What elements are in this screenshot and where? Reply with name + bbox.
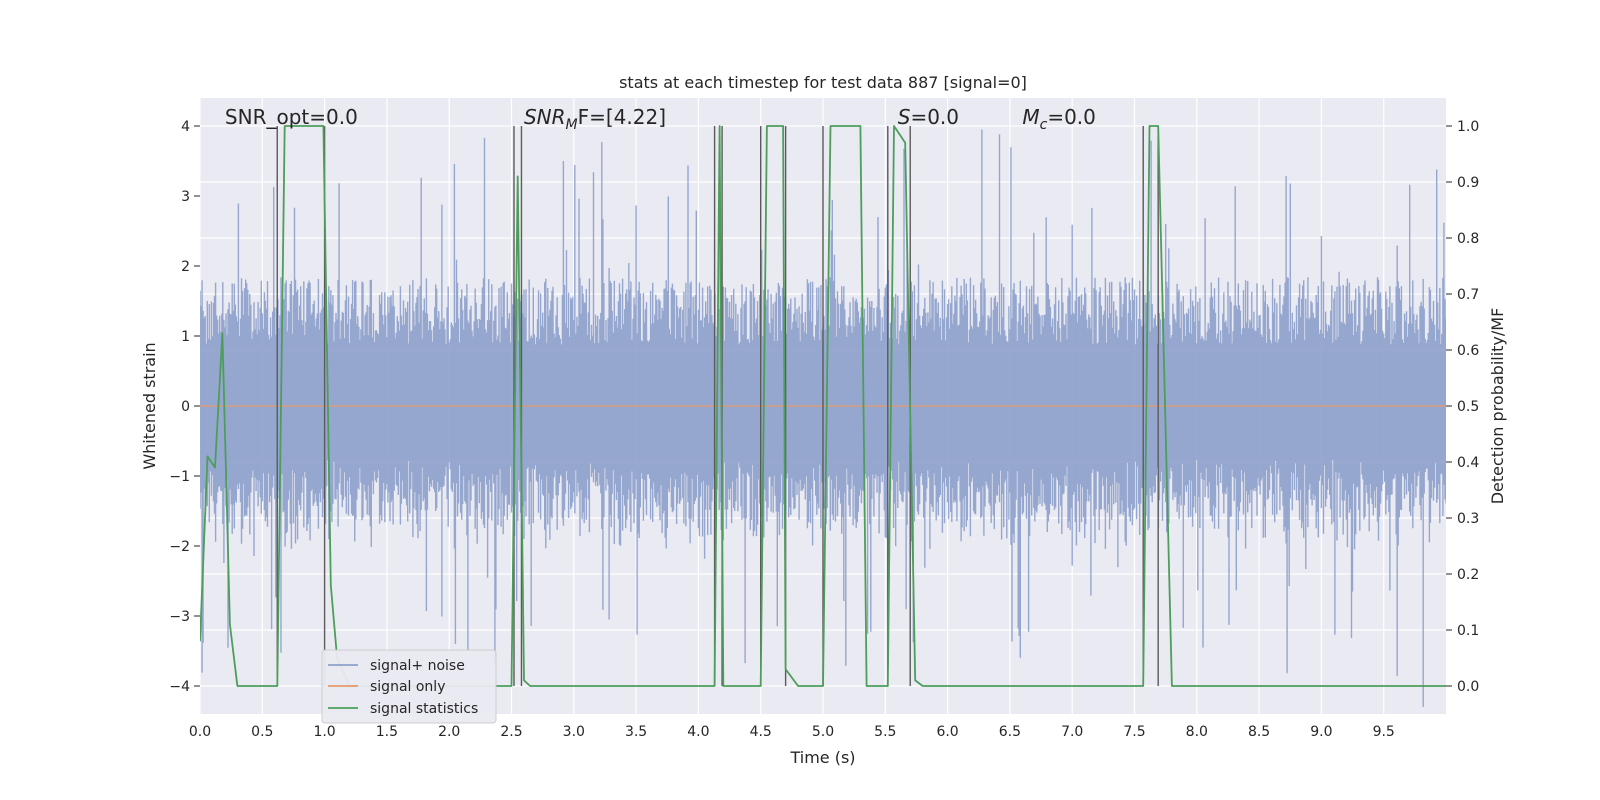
x-tick-label: 6.5: [999, 724, 1021, 740]
x-tick-label: 3.5: [625, 724, 647, 740]
annotation-text: Mc=0.0: [1022, 105, 1096, 133]
x-tick-label: 5.0: [812, 724, 834, 740]
y-tick-label: 3: [181, 189, 190, 205]
chart-title: stats at each timestep for test data 887…: [619, 73, 1027, 92]
x-tick-label: 4.0: [687, 724, 709, 740]
signal-statistics-series: [200, 125, 1446, 687]
y-axis-label: Whitened strain: [140, 342, 159, 469]
x-tick-label: 7.5: [1123, 724, 1145, 740]
y2-tick-label: 0.2: [1457, 567, 1479, 583]
y2-tick-label: 0.1: [1457, 623, 1479, 639]
y2-tick-label: 0.6: [1457, 343, 1479, 359]
annotation-text: S=0.0: [898, 105, 959, 129]
x-tick-label: 0.0: [189, 724, 211, 740]
annotation-text: SNRMF=[4.22]: [524, 105, 666, 133]
y2-tick-label: 0.7: [1457, 287, 1479, 303]
y2-tick-label: 0.8: [1457, 231, 1479, 247]
y2-tick-label: 1.0: [1457, 119, 1479, 135]
y-ticks: −4 −3 −2 −1 0 1 2 3 4: [169, 119, 200, 695]
x-ticks: 0.0 0.5 1.0 1.5 2.0 2.5 3.0 3.5 4.0 4.5 5.0 5.5 6.0 6…: [189, 724, 1395, 740]
y-tick-label: 4: [181, 119, 190, 135]
y-tick-label: 1: [181, 329, 190, 345]
x-tick-label: 3.0: [563, 724, 585, 740]
x-tick-label: 1.0: [313, 724, 335, 740]
x-tick-label: 8.0: [1186, 724, 1208, 740]
x-tick-label: 1.5: [376, 724, 398, 740]
legend: signal+ noise signal only signal statist…: [321, 649, 497, 724]
legend-label-stats: signal statistics: [370, 701, 478, 717]
y-tick-label: −4: [169, 679, 190, 695]
x-tick-label: 0.5: [251, 724, 273, 740]
legend-label-noise: signal+ noise: [370, 658, 465, 674]
x-tick-label: 2.0: [438, 724, 460, 740]
y2-tick-label: 0.4: [1457, 455, 1479, 471]
y-tick-label: −1: [169, 469, 190, 485]
y-tick-label: −2: [169, 539, 190, 555]
signal-statistics-line: [200, 125, 1446, 687]
x-tick-label: 4.5: [750, 724, 772, 740]
y2-tick-label: 0.3: [1457, 511, 1479, 527]
x-tick-label: 5.5: [874, 724, 896, 740]
x-tick-label: 2.5: [500, 724, 522, 740]
y-tick-label: −3: [169, 609, 190, 625]
y2-ticks: 0.0 0.1 0.2 0.3 0.4 0.5 0.6 0.7 0.8 0.9 1.0: [1446, 119, 1479, 695]
y-tick-label: 0: [181, 399, 190, 415]
x-tick-label: 8.5: [1248, 724, 1270, 740]
legend-box: [321, 649, 497, 724]
annotations: SNR_opt=0.0 SNRMF=[4.22] S=0.0 Mc=0.0: [225, 105, 1096, 133]
legend-label-signal: signal only: [370, 679, 445, 695]
x-tick-label: 6.0: [936, 724, 958, 740]
annotation-text: SNR_opt=0.0: [225, 105, 358, 129]
y-tick-label: 2: [181, 259, 190, 275]
x-tick-label: 9.0: [1310, 724, 1332, 740]
y2-tick-label: 0.5: [1457, 399, 1479, 415]
x-axis-label: Time (s): [789, 748, 855, 767]
y2-tick-label: 0.9: [1457, 175, 1479, 191]
x-tick-label: 7.0: [1061, 724, 1083, 740]
y2-axis-label: Detection probability/MF: [1488, 308, 1507, 505]
y2-tick-label: 0.0: [1457, 679, 1479, 695]
x-tick-label: 9.5: [1373, 724, 1395, 740]
